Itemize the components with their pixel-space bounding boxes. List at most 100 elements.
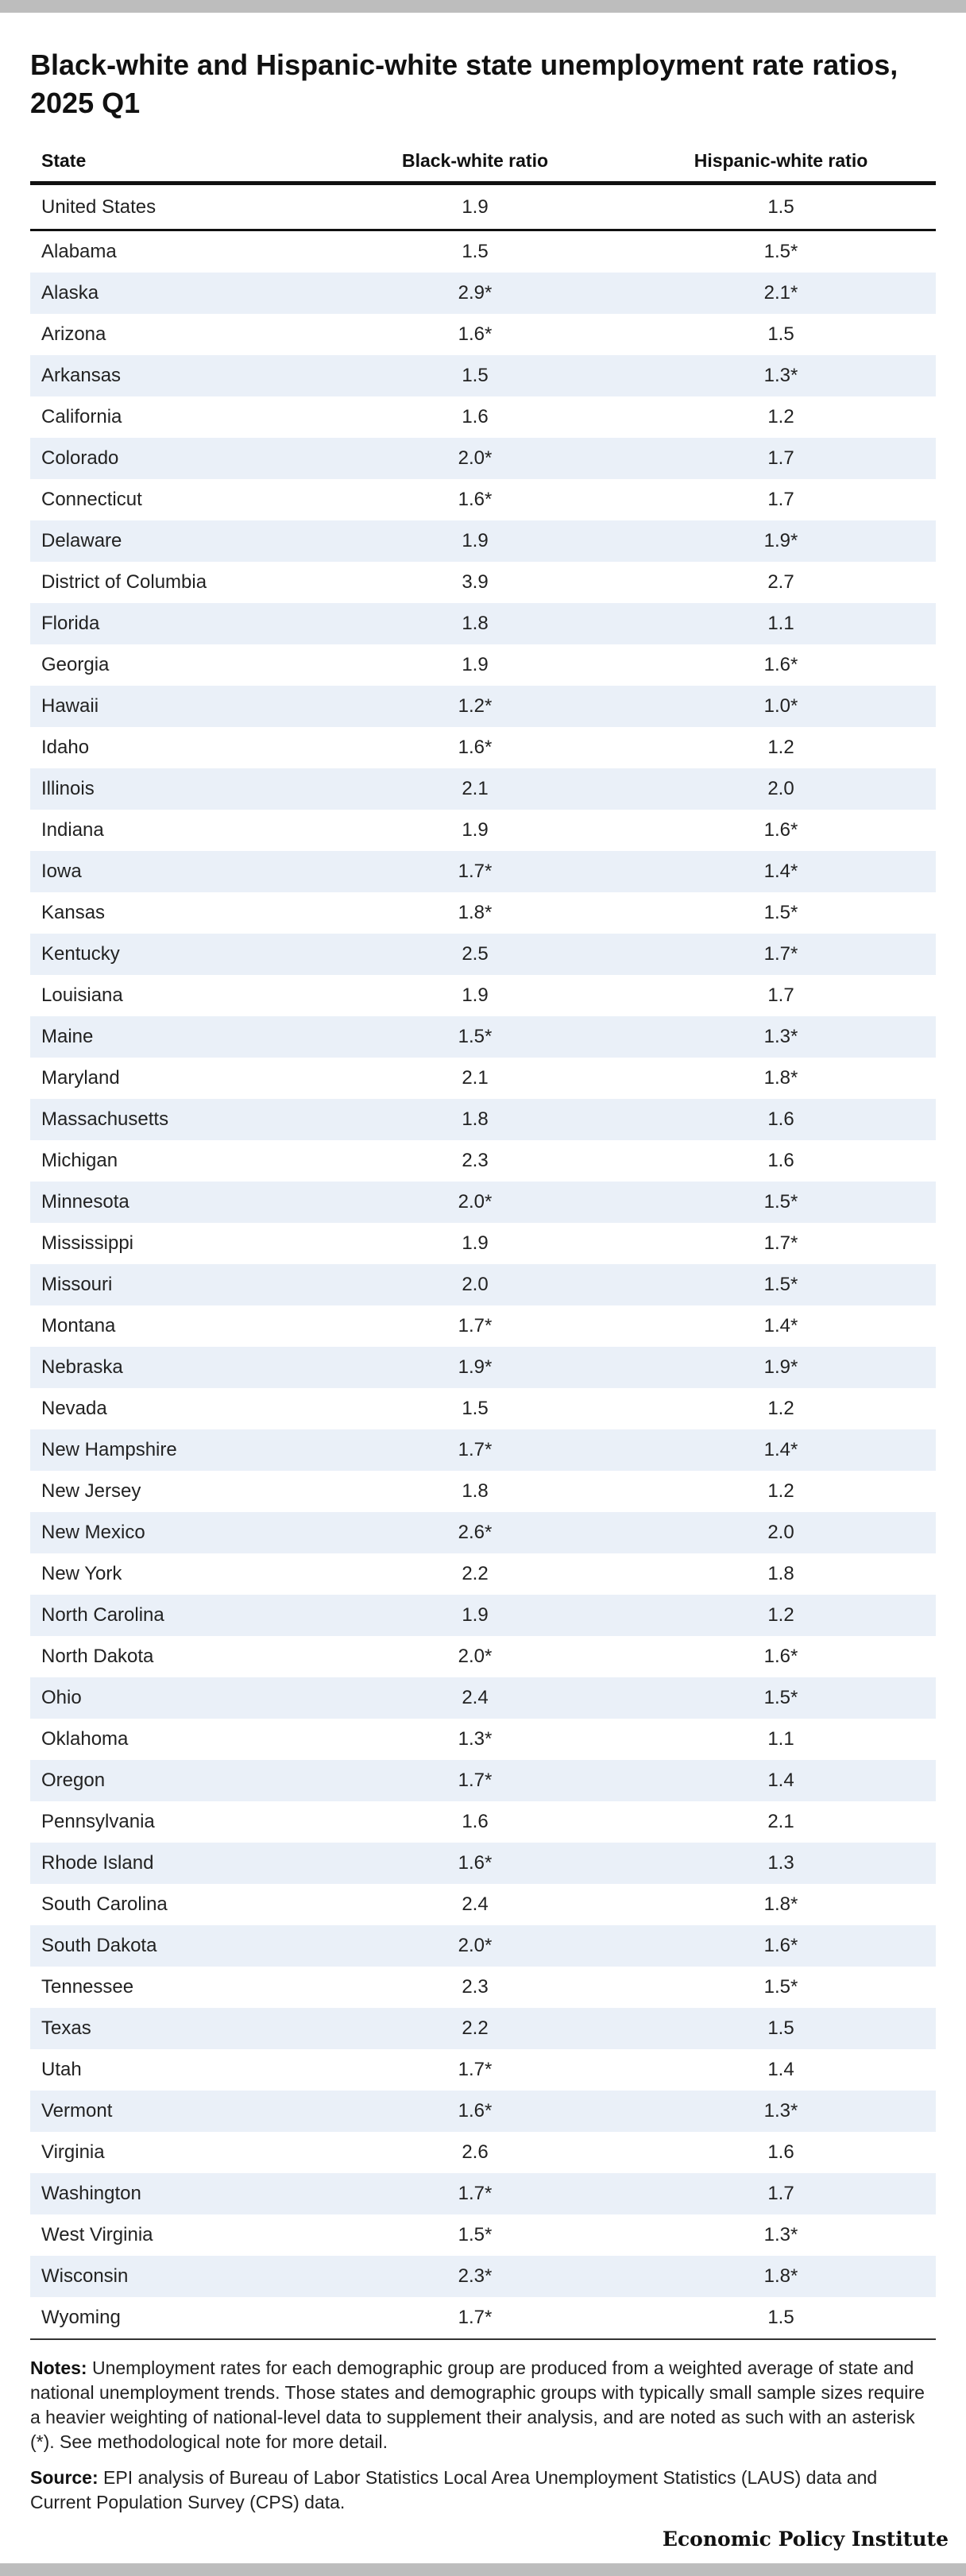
cell-hispanic-white-ratio: 1.9*	[626, 1347, 936, 1388]
table-row: Maine 1.5* 1.3*	[30, 1016, 936, 1058]
table-header-row: State Black-white ratio Hispanic-white r…	[30, 140, 936, 185]
chart-title: Black-white and Hispanic-white state une…	[30, 48, 898, 119]
cell-hispanic-white-ratio: 1.0*	[626, 686, 936, 727]
cell-hispanic-white-ratio: 1.7	[767, 984, 794, 1006]
table-row: Washington 1.7* 1.7	[30, 2173, 936, 2214]
table-row: Arkansas 1.5 1.3*	[30, 355, 936, 396]
cell-black-white-ratio: 1.7*	[458, 2059, 493, 2080]
cell-state: Wisconsin	[30, 2256, 324, 2297]
table-row: Connecticut 1.6* 1.7	[30, 479, 936, 520]
cell-black-white-ratio: 1.9	[462, 1232, 489, 1254]
cell-black-white-ratio: 1.9	[462, 984, 489, 1006]
cell-hispanic-white-ratio: 1.7	[767, 489, 794, 510]
table-row: Delaware 1.9 1.9*	[30, 520, 936, 562]
cell-hispanic-white-ratio: 1.6*	[626, 1925, 936, 1967]
cell-black-white-ratio: 2.2	[324, 2008, 626, 2049]
cell-state: Virginia	[41, 2141, 105, 2163]
cell-black-white-ratio: 1.8	[324, 603, 626, 644]
notes-section: Notes: Unemployment rates for each demog…	[30, 2356, 936, 2515]
cell-state: Missouri	[30, 1264, 324, 1305]
cell-state: Utah	[41, 2059, 82, 2080]
cell-hispanic-white-ratio: 1.6*	[763, 654, 798, 675]
cell-state: United States	[30, 183, 324, 231]
table-row: Wyoming 1.7* 1.5	[30, 2297, 936, 2340]
cell-hispanic-white-ratio: 1.7*	[763, 1232, 798, 1254]
cell-hispanic-white-ratio: 1.5	[767, 323, 794, 345]
cell-hispanic-white-ratio: 1.3*	[626, 2091, 936, 2132]
cell-state: Georgia	[41, 654, 110, 675]
cell-black-white-ratio: 1.6	[462, 406, 489, 427]
cell-state: Tennessee	[41, 1976, 134, 1998]
cell-hispanic-white-ratio: 1.8*	[763, 1893, 798, 1915]
cell-black-white-ratio: 1.6*	[458, 737, 493, 758]
cell-state: Massachusetts	[30, 1099, 324, 1140]
table-row: Mississippi 1.9 1.7*	[30, 1223, 936, 1264]
table-row: Utah 1.7* 1.4	[30, 2049, 936, 2091]
cell-black-white-ratio: 2.6*	[324, 1512, 626, 1553]
cell-state: New York	[41, 1563, 122, 1584]
table-row: Minnesota 2.0* 1.5*	[30, 1182, 936, 1223]
notes-label: Notes:	[30, 2357, 87, 2378]
cell-black-white-ratio: 1.5	[462, 1398, 489, 1419]
cell-hispanic-white-ratio: 1.2	[767, 406, 794, 427]
source-label: Source:	[30, 2467, 99, 2488]
column-header-hispanic-white: Hispanic-white ratio	[626, 140, 936, 185]
cell-hispanic-white-ratio: 2.1	[767, 1811, 794, 1832]
table-row: Montana 1.7* 1.4*	[30, 1305, 936, 1347]
cell-state: Illinois	[30, 768, 324, 810]
cell-state: Delaware	[30, 520, 324, 562]
column-header-state: State	[30, 140, 324, 185]
cell-black-white-ratio: 2.4	[462, 1893, 489, 1915]
cell-hispanic-white-ratio: 1.5*	[763, 902, 798, 923]
cell-black-white-ratio: 2.0*	[458, 1646, 493, 1667]
table-row: Idaho 1.6* 1.2	[30, 727, 936, 768]
cell-black-white-ratio: 1.7*	[324, 1760, 626, 1801]
cell-state: West Virginia	[41, 2224, 153, 2245]
cell-state: Maine	[30, 1016, 324, 1058]
cell-state: Nebraska	[30, 1347, 324, 1388]
cell-black-white-ratio: 2.0*	[324, 1925, 626, 1967]
cell-hispanic-white-ratio: 1.4	[767, 2059, 794, 2080]
table-row: Colorado 2.0* 1.7	[30, 438, 936, 479]
cell-hispanic-white-ratio: 1.3	[626, 1843, 936, 1884]
cell-hispanic-white-ratio: 1.6*	[763, 819, 798, 841]
cell-black-white-ratio: 2.3	[462, 1150, 489, 1171]
cell-state: Indiana	[41, 819, 104, 841]
table-row: Louisiana 1.9 1.7	[30, 975, 936, 1016]
table-row: Tennessee 2.3 1.5*	[30, 1967, 936, 2008]
table-row: Florida 1.8 1.1	[30, 603, 936, 644]
cell-state: Maryland	[41, 1067, 120, 1089]
cell-state: Rhode Island	[30, 1843, 324, 1884]
cell-state: District of Columbia	[41, 571, 207, 593]
cell-black-white-ratio: 1.9	[324, 1595, 626, 1636]
cell-state: Ohio	[30, 1677, 324, 1719]
cell-state: Kansas	[41, 902, 106, 923]
cell-hispanic-white-ratio: 1.7	[626, 438, 936, 479]
cell-hispanic-white-ratio: 1.6	[626, 1099, 936, 1140]
cell-hispanic-white-ratio: 1.2	[626, 1595, 936, 1636]
cell-black-white-ratio: 1.5	[324, 355, 626, 396]
cell-black-white-ratio: 1.6	[462, 1811, 489, 1832]
cell-hispanic-white-ratio: 2.0	[626, 1512, 936, 1553]
cell-state: Kentucky	[30, 934, 324, 975]
table-row: Alabama 1.5 1.5*	[30, 230, 936, 273]
cell-hispanic-white-ratio: 1.4*	[626, 851, 936, 892]
cell-hispanic-white-ratio: 1.5*	[626, 1264, 936, 1305]
cell-hispanic-white-ratio: 1.5*	[626, 1677, 936, 1719]
cell-black-white-ratio: 1.9	[324, 520, 626, 562]
cell-black-white-ratio: 1.6*	[458, 323, 493, 345]
table-row: Wisconsin 2.3* 1.8*	[30, 2256, 936, 2297]
cell-black-white-ratio: 1.9*	[324, 1347, 626, 1388]
cell-hispanic-white-ratio: 1.1	[767, 1728, 794, 1750]
table-row: Hawaii 1.2* 1.0*	[30, 686, 936, 727]
cell-black-white-ratio: 2.3*	[324, 2256, 626, 2297]
cell-hispanic-white-ratio: 1.7	[626, 2173, 936, 2214]
table-row: Kansas 1.8* 1.5*	[30, 892, 936, 934]
cell-state: Wyoming	[30, 2297, 324, 2340]
table-row: Vermont 1.6* 1.3*	[30, 2091, 936, 2132]
table-row: Virginia 2.6 1.6	[30, 2132, 936, 2173]
table-row: Alaska 2.9* 2.1*	[30, 273, 936, 314]
cell-black-white-ratio: 1.8	[462, 1480, 489, 1502]
cell-hispanic-white-ratio: 1.5*	[763, 241, 798, 262]
cell-hispanic-white-ratio: 1.5	[626, 2008, 936, 2049]
